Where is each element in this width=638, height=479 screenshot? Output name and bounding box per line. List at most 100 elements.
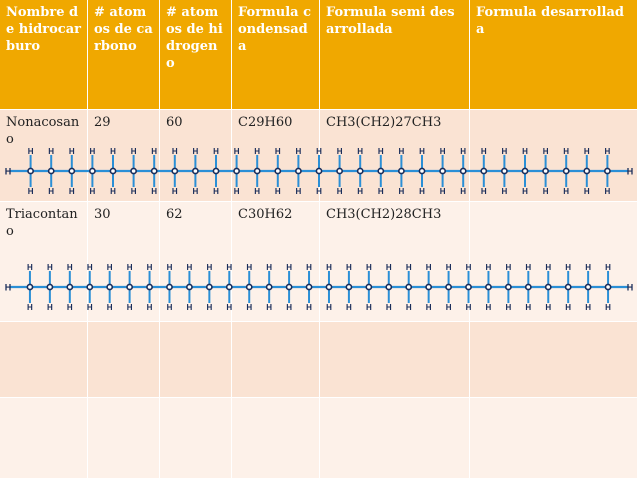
hydrogen-atom: H — [605, 263, 611, 272]
hydrogen-atom: H — [440, 187, 446, 196]
hydrogen-atom: H — [90, 147, 96, 156]
carbon-atom — [212, 167, 220, 175]
hydrogen-atom: H — [28, 187, 34, 196]
carbon-atom — [86, 283, 94, 291]
hydrogen-atom: H — [399, 187, 405, 196]
hydrogen-atom: H — [605, 187, 611, 196]
hydrogen-atom: H — [419, 147, 425, 156]
hydrogen-atom: H — [266, 263, 272, 272]
hydrogen-atom: H — [110, 147, 116, 156]
carbon-atom — [544, 283, 552, 291]
hydrogen-atom: H — [545, 303, 551, 312]
carbon-atom — [365, 283, 373, 291]
hydrogen-atom: H — [226, 303, 232, 312]
header-semi: Formula semi desarrollada — [320, 0, 470, 110]
hydrogen-atom: H — [525, 263, 531, 272]
carbon-atom — [524, 283, 532, 291]
hydrogen-atom: H — [522, 187, 528, 196]
hydrogen-atom: H — [563, 187, 569, 196]
hydrogen-atom: H — [254, 187, 260, 196]
hydrogen-atom: H — [460, 147, 466, 156]
carbon-atom — [397, 167, 405, 175]
hydrogen-atom: H — [286, 303, 292, 312]
hydrogen-atom: H — [127, 303, 133, 312]
carbon-atom — [233, 167, 240, 175]
hydrogen-atom: H — [167, 303, 173, 312]
hydrogen-atom: H — [47, 263, 53, 272]
hydrogen-atom: H — [131, 187, 137, 196]
carbon-atom — [604, 283, 612, 291]
row2-hydrogen: 62 — [160, 202, 232, 322]
header-carbon: # atomos de carbono — [88, 0, 160, 110]
hydrogen-atom: H — [563, 147, 569, 156]
carbon-atom — [485, 283, 492, 291]
hydrogen-atom: H — [446, 303, 452, 312]
hydrogen-atom: H — [419, 187, 425, 196]
hydrogen-atom: H — [565, 263, 571, 272]
hydrogen-atom: H — [246, 263, 252, 272]
carbon-atom — [439, 167, 446, 175]
hydrogen-atom: H — [147, 263, 153, 272]
hydrogen-atom: H — [543, 187, 549, 196]
hydrogen-atom: H — [234, 147, 240, 156]
hydrogen-atom: H — [627, 283, 634, 293]
hydrogen-atom: H — [565, 303, 571, 312]
carbon-atom — [27, 167, 34, 175]
carbon-atom — [305, 283, 313, 291]
hydrogen-atom: H — [522, 147, 528, 156]
row1-condensed: C29H60 — [232, 110, 320, 202]
hydrogen-atom: H — [584, 147, 590, 156]
hydrogen-atom: H — [193, 147, 199, 156]
hydrogen-atom: H — [346, 303, 352, 312]
carbon-atom — [205, 283, 213, 291]
hydrogen-atom: H — [366, 263, 372, 272]
row1-developed — [470, 110, 638, 202]
hydrogen-atom: H — [87, 263, 93, 272]
hydrogen-atom: H — [399, 147, 405, 156]
hydrogen-atom: H — [605, 147, 611, 156]
hydrogen-atom: H — [326, 263, 332, 272]
triacontano-structure: H H H H H H H H H H H H H H H H H H H H H H H H H H H H H H H H H H H H H H H H… — [5, 263, 634, 312]
carbon-atom — [89, 167, 96, 175]
hydrogen-atom: H — [47, 303, 53, 312]
hydrogen-atom: H — [131, 147, 137, 156]
hydrogen-atom: H — [366, 303, 372, 312]
hydrogen-atom: H — [67, 263, 73, 272]
hydrogen-atom: H — [440, 147, 446, 156]
carbon-atom — [583, 167, 591, 175]
carbon-atom — [584, 283, 592, 291]
header-hydrogen: # atomos de hidrogeno — [160, 0, 232, 110]
hydrogen-atom: H — [5, 167, 12, 177]
hydrogen-atom: H — [172, 187, 178, 196]
hydrogen-atom: H — [505, 303, 511, 312]
hydrogen-atom: H — [206, 263, 212, 272]
row2-semi: CH3(CH2)28CH3 — [320, 202, 470, 322]
carbon-atom — [66, 283, 74, 291]
carbon-atom — [356, 167, 364, 175]
hydrogen-atom: H — [525, 303, 531, 312]
carbon-atom — [146, 283, 153, 291]
hydrogen-atom: H — [206, 303, 212, 312]
hydrogen-atom: H — [67, 303, 73, 312]
carbon-atom — [562, 167, 570, 175]
hydrogen-atom: H — [193, 187, 199, 196]
row4-hydrogen — [160, 398, 232, 479]
hydrogen-atom: H — [306, 303, 312, 312]
row3-hydrogen — [160, 322, 232, 398]
carbon-atom — [171, 167, 179, 175]
carbon-atom — [425, 283, 433, 291]
carbon-atom — [418, 167, 426, 175]
hydrogen-atom: H — [296, 187, 302, 196]
row4-name — [0, 398, 88, 479]
hydrogen-atom: H — [505, 263, 511, 272]
hydrogen-atom: H — [275, 187, 281, 196]
hydrogen-atom: H — [286, 263, 292, 272]
hydrogen-atom: H — [357, 187, 363, 196]
carbon-atom — [345, 283, 353, 291]
carbon-atom — [315, 167, 323, 175]
hydrogen-atom: H — [5, 283, 12, 293]
carbon-atom — [68, 167, 76, 175]
hydrogen-atom: H — [48, 187, 54, 196]
row1-carbon: 29 — [88, 110, 160, 202]
